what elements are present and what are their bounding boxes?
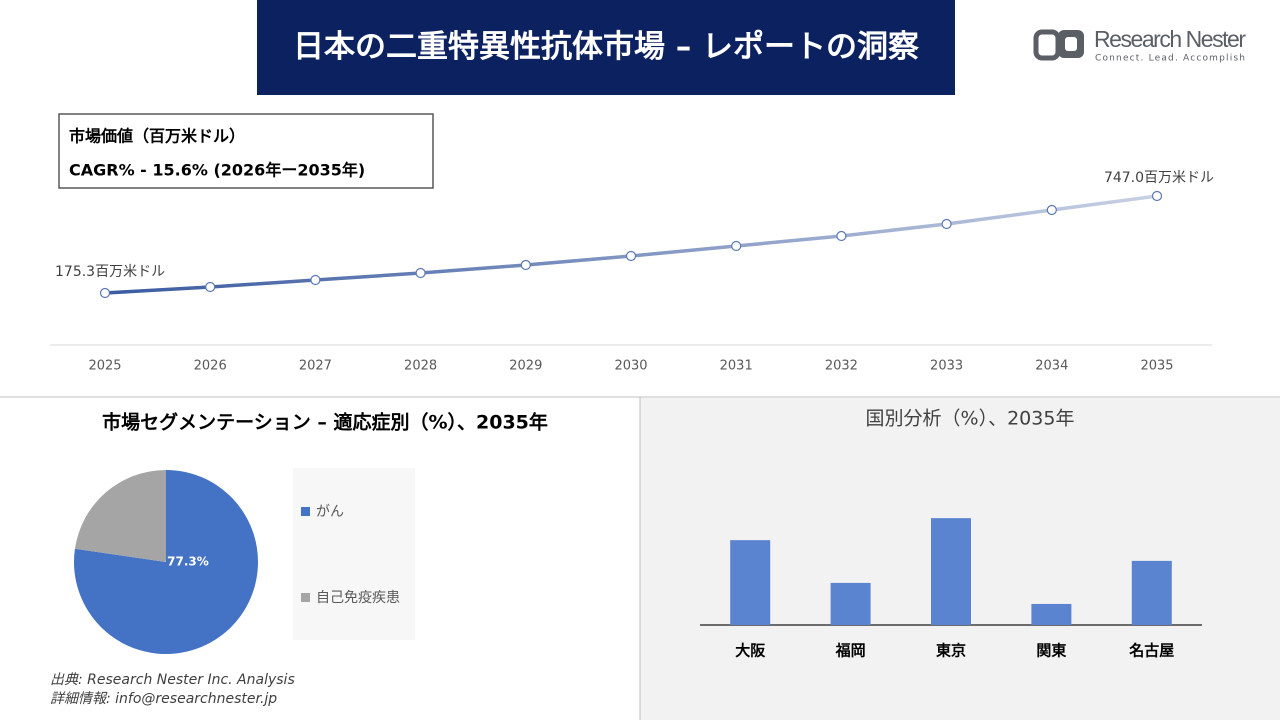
data-label: 747.0百万米ドル bbox=[1104, 170, 1214, 186]
legend-swatch bbox=[301, 593, 310, 602]
bar bbox=[730, 540, 771, 625]
info-text: 市場価値（百万米ドル） bbox=[69, 127, 245, 146]
x-tick-label: 2035 bbox=[1140, 359, 1173, 374]
x-tick-label: 2027 bbox=[299, 359, 332, 374]
marker bbox=[1151, 190, 1163, 202]
chart-title: 市場セグメンテーション – 適応症別（%）、2035年 bbox=[102, 411, 548, 434]
logo: Research Nester Connect. Lead. Accomplis… bbox=[1033, 26, 1246, 64]
legend-box bbox=[293, 468, 415, 640]
marker bbox=[625, 250, 637, 262]
bar bbox=[1031, 603, 1072, 625]
marker bbox=[836, 230, 847, 242]
x-tick-label: 2034 bbox=[1035, 359, 1068, 374]
footer-text: 詳細情報: info@researchnester.jp bbox=[50, 691, 277, 707]
marker bbox=[520, 259, 531, 271]
x-tick-label: 2026 bbox=[194, 359, 227, 374]
legend-label: がん bbox=[316, 504, 344, 520]
bar bbox=[830, 582, 871, 625]
marker bbox=[1046, 204, 1057, 216]
marker bbox=[310, 274, 321, 286]
x-tick-label: 2032 bbox=[825, 359, 858, 374]
legend-swatch bbox=[301, 507, 310, 516]
pie-slice bbox=[74, 470, 166, 562]
marker bbox=[941, 218, 952, 230]
title: 日本の二重特異性抗体市場 – レポートの洞察 bbox=[257, 0, 955, 95]
marker bbox=[415, 267, 426, 279]
marker bbox=[205, 281, 216, 293]
data-label: 77.3% bbox=[167, 555, 209, 569]
marker bbox=[99, 287, 111, 299]
x-tick-label: 2029 bbox=[509, 359, 542, 374]
info-text: CAGR% - 15.6% (2026年ー2035年) bbox=[69, 161, 365, 180]
bar bbox=[1131, 560, 1172, 625]
info-box bbox=[58, 113, 434, 189]
legend-label: 自己免疫疾患 bbox=[316, 590, 400, 606]
x-tick-label: 大阪 bbox=[735, 642, 766, 660]
x-tick-label: 関東 bbox=[1036, 642, 1066, 660]
x-tick-label: 名古屋 bbox=[1128, 642, 1174, 660]
x-tick-label: 2031 bbox=[720, 359, 753, 374]
x-tick-label: 2030 bbox=[614, 359, 647, 374]
line bbox=[104, 194, 1158, 295]
x-tick-label: 2028 bbox=[404, 359, 437, 374]
x-tick-label: 2025 bbox=[88, 359, 121, 374]
footer-text: 出典: Research Nester Inc. Analysis bbox=[50, 672, 295, 688]
chart-title: 国別分析（%）、2035年 bbox=[866, 408, 1075, 430]
x-tick-label: 2033 bbox=[930, 359, 963, 374]
logo-name: Research Nester bbox=[1094, 26, 1246, 52]
logo-tagline: Connect. Lead. Accomplish bbox=[1095, 54, 1245, 64]
x-tick-label: 福岡 bbox=[835, 642, 866, 660]
marker bbox=[731, 240, 742, 252]
x-tick-label: 東京 bbox=[936, 642, 966, 660]
data-label: 175.3百万米ドル bbox=[55, 264, 165, 280]
bar bbox=[931, 518, 971, 625]
